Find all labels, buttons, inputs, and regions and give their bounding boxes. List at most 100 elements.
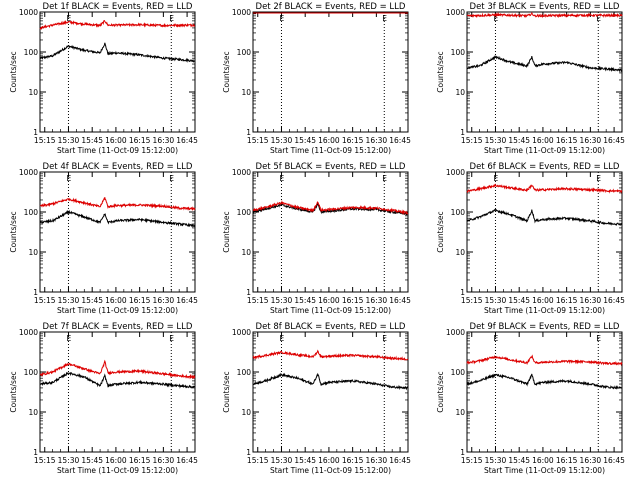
y-tick-label: 1 (33, 128, 38, 137)
x-tick-label: 15:15 (34, 296, 56, 305)
event-marker-label: E (66, 14, 71, 23)
x-tick-label: 15:30 (485, 136, 507, 145)
x-tick-label: 16:30 (153, 136, 175, 145)
panel-title: Det 6f BLACK = Events, RED = LLD (470, 162, 620, 172)
x-tick-label: 16:30 (580, 456, 602, 465)
x-tick-label: 16:15 (129, 136, 151, 145)
y-tick-label: 1000 (19, 328, 38, 337)
x-tick-label: 16:00 (532, 456, 554, 465)
x-tick-label: 15:15 (34, 136, 56, 145)
y-tick-label: 10 (28, 88, 38, 97)
x-tick-label: 16:00 (105, 296, 127, 305)
event-marker-label: E (66, 174, 71, 183)
x-tick-label: 16:00 (318, 136, 340, 145)
series-lld-line (252, 200, 409, 216)
plot-frame (466, 331, 623, 453)
x-tick-label: 16:15 (342, 456, 364, 465)
event-marker-label: E (279, 14, 284, 23)
x-tick-label: 16:30 (366, 296, 388, 305)
y-axis-label: Counts/sec (9, 371, 18, 412)
series-lld-line (39, 359, 196, 380)
x-tick-label: 15:30 (271, 456, 293, 465)
x-tick-label: 15:15 (247, 456, 269, 465)
plot-frame (39, 11, 196, 133)
panel-title: Det 3f BLACK = Events, RED = LLD (470, 2, 620, 12)
event-marker-label: E (279, 174, 284, 183)
x-tick-label: 16:15 (342, 136, 364, 145)
y-tick-label: 1 (33, 288, 38, 297)
panel-title: Det 1f BLACK = Events, RED = LLD (43, 2, 193, 12)
x-tick-label: 16:30 (366, 136, 388, 145)
panel-8: Det 8f BLACK = Events, RED = LLD 1 10 100 10… (222, 322, 411, 475)
y-tick-label: 1000 (19, 168, 38, 177)
y-tick-label: 100 (237, 48, 252, 57)
x-tick-label: 15:15 (34, 456, 56, 465)
x-tick-label: 16:45 (176, 136, 198, 145)
y-tick-label: 100 (24, 208, 39, 217)
event-marker-label: E (169, 14, 174, 23)
y-tick-label: 100 (24, 368, 39, 377)
plot-frame (39, 331, 196, 453)
y-tick-label: 10 (241, 88, 251, 97)
y-axis-label: Counts/sec (436, 51, 445, 92)
x-tick-label: 16:45 (603, 136, 625, 145)
event-marker-label: E (493, 174, 498, 183)
x-tick-label: 15:45 (508, 136, 530, 145)
x-tick-label: 16:45 (389, 296, 411, 305)
x-tick-label: 16:30 (580, 136, 602, 145)
y-tick-label: 1 (246, 288, 251, 297)
y-tick-label: 100 (237, 208, 252, 217)
x-tick-label: 15:30 (485, 456, 507, 465)
x-tick-label: 15:15 (461, 136, 483, 145)
y-tick-label: 1 (33, 448, 38, 457)
x-tick-label: 15:45 (81, 136, 103, 145)
x-tick-label: 16:45 (603, 456, 625, 465)
x-axis-label: Start Time (11-Oct-09 15:12:00) (484, 146, 605, 155)
series-events-line (39, 42, 196, 63)
x-tick-label: 16:45 (389, 136, 411, 145)
series-events-line (467, 55, 623, 73)
event-marker-label: E (493, 14, 498, 23)
y-tick-label: 1000 (19, 8, 38, 17)
panel-3: Det 3f BLACK = Events, RED = LLD 1 10 100 10… (436, 2, 625, 155)
x-tick-label: 15:15 (247, 136, 269, 145)
plot-frame (466, 171, 623, 293)
series-lld-line (466, 11, 623, 19)
plot-frame (252, 331, 409, 453)
x-tick-label: 16:15 (556, 296, 578, 305)
y-tick-label: 1 (460, 448, 465, 457)
y-tick-label: 1000 (446, 328, 465, 337)
x-tick-label: 15:45 (81, 296, 103, 305)
x-tick-label: 16:00 (532, 296, 554, 305)
x-tick-label: 15:15 (461, 296, 483, 305)
x-tick-label: 15:30 (485, 296, 507, 305)
panel-title: Det 8f BLACK = Events, RED = LLD (256, 322, 406, 332)
y-tick-label: 10 (455, 408, 465, 417)
x-tick-label: 15:30 (58, 136, 80, 145)
y-tick-label: 100 (451, 208, 466, 217)
x-tick-label: 16:45 (176, 296, 198, 305)
event-marker-label: E (382, 14, 387, 23)
x-tick-label: 16:30 (366, 456, 388, 465)
y-axis-label: Counts/sec (436, 371, 445, 412)
event-marker-label: E (493, 334, 498, 343)
y-axis-label: Counts/sec (9, 51, 18, 92)
x-tick-label: 16:15 (342, 296, 364, 305)
x-axis-label: Start Time (11-Oct-09 15:12:00) (57, 466, 178, 475)
y-tick-label: 100 (24, 48, 39, 57)
y-tick-label: 100 (451, 368, 466, 377)
panel-7: Det 7f BLACK = Events, RED = LLD 1 10 100 10… (9, 322, 198, 475)
x-tick-label: 16:45 (603, 296, 625, 305)
x-tick-label: 15:45 (294, 136, 316, 145)
panel-2: Det 2f BLACK = Events, RED = LLD 1 10 100 10… (222, 2, 411, 155)
x-tick-label: 16:00 (318, 296, 340, 305)
y-tick-label: 10 (28, 248, 38, 257)
panel-9: Det 9f BLACK = Events, RED = LLD 1 10 100 10… (436, 322, 625, 475)
x-tick-label: 16:00 (105, 136, 127, 145)
event-marker-label: E (382, 334, 387, 343)
y-tick-label: 1 (246, 448, 251, 457)
panel-6: Det 6f BLACK = Events, RED = LLD 1 10 100 10… (436, 162, 625, 315)
panel-title: Det 5f BLACK = Events, RED = LLD (256, 162, 406, 172)
x-tick-label: 15:45 (294, 296, 316, 305)
